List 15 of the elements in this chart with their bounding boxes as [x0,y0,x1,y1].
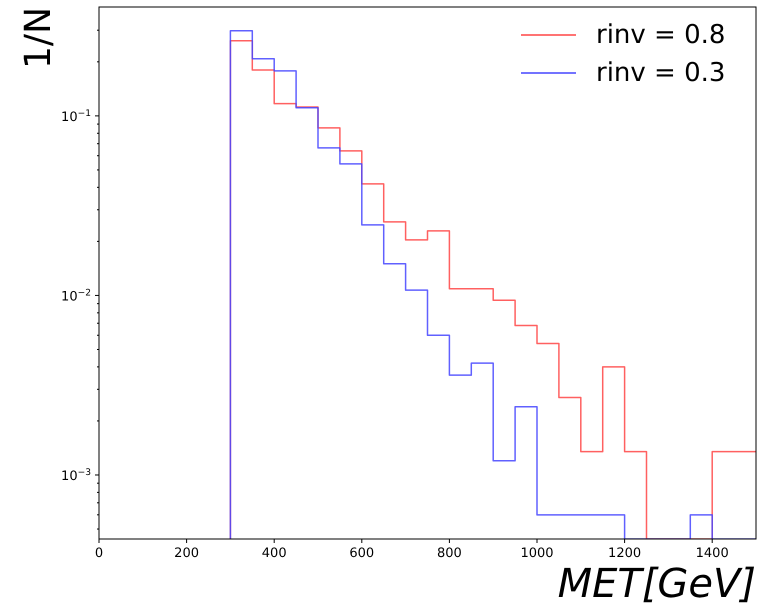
x-tick-label: 800 [436,546,462,561]
x-tick-label: 0 [94,546,104,561]
x-tick-label: 1000 [520,546,554,561]
x-tick-label: 1400 [696,546,729,561]
y-tick-label: 10$^{−2}$ [61,288,91,304]
y-axis-title: 1/N [18,7,59,69]
x-tick-label: 600 [349,546,374,561]
x-tick-label: 200 [174,546,200,561]
x-axis-title: MET[GeV] [558,561,756,605]
y-tick-label: 10$^{−1}$ [61,108,91,125]
legend-label: rinv = 0.3 [596,58,726,88]
y-tick-label: 10$^{−3}$ [61,468,92,484]
legend-label: rinv = 0.8 [596,20,726,50]
x-tick-label: 400 [262,546,287,561]
x-tick-label: 1200 [608,546,642,561]
